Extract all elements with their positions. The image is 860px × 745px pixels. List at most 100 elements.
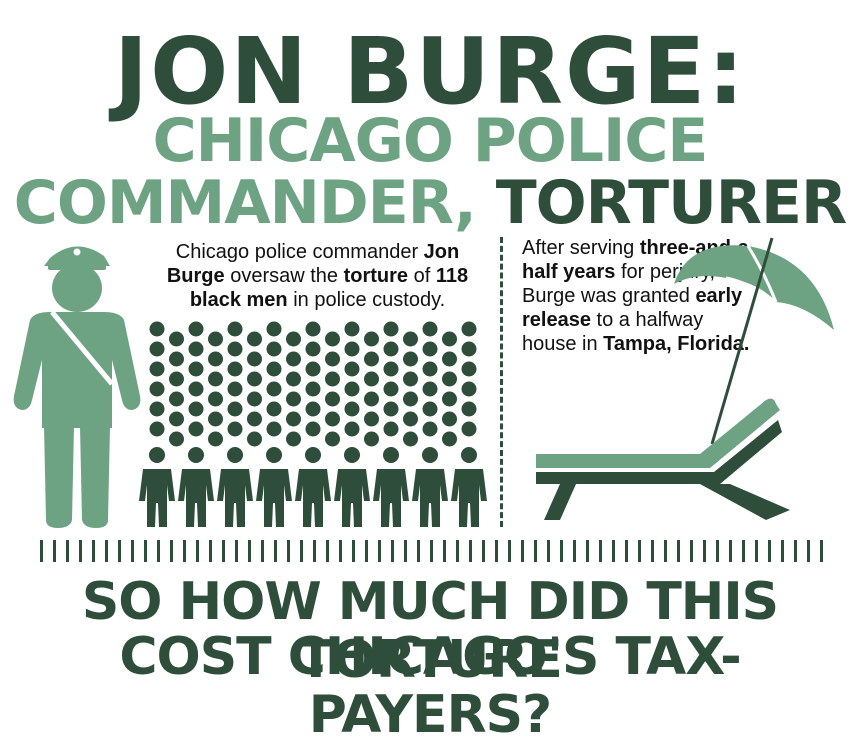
- person-figure: [178, 447, 214, 527]
- person-figure: [256, 447, 292, 527]
- person-dot: [208, 391, 223, 407]
- person-dot: [422, 421, 438, 437]
- person-dot: [344, 341, 360, 357]
- right-text-bold-release: early release: [522, 285, 743, 331]
- person-dot: [403, 431, 418, 447]
- person-dot: [188, 421, 204, 437]
- beach-umbrella-icon: [674, 237, 834, 445]
- person-dot: [227, 361, 243, 377]
- person-dot: [383, 361, 399, 377]
- person-dot: [403, 371, 418, 387]
- person-dot: [344, 401, 360, 417]
- person-figure: [139, 447, 175, 527]
- person-dot: [364, 411, 379, 427]
- person-dot: [286, 431, 301, 447]
- person-dot: [266, 401, 282, 417]
- person-dot: [461, 401, 477, 417]
- person-dot: [383, 421, 399, 437]
- person-dot: [383, 401, 399, 417]
- subtitle-commander: COMMANDER,: [13, 168, 477, 238]
- person-dot: [188, 381, 204, 397]
- person-dot: [364, 431, 379, 447]
- person-dot: [247, 391, 262, 407]
- tick-divider: [40, 540, 830, 562]
- person-dot: [403, 351, 418, 367]
- left-text-bold-count: 118 black men: [189, 265, 469, 311]
- person-dot: [422, 381, 438, 397]
- person-dot: [188, 341, 204, 357]
- person-dot: [227, 381, 243, 397]
- left-text-part-4: in police custody.: [287, 289, 446, 311]
- person-dot: [169, 431, 184, 447]
- person-dot: [169, 331, 184, 347]
- person-dot: [422, 341, 438, 357]
- person-dot: [344, 361, 360, 377]
- bottom-question-line-2: COST CHICAGO'S TAX-PAYERS?: [119, 627, 741, 745]
- right-text-bold-place: Tampa, Florida.: [603, 333, 750, 355]
- person-dot: [383, 381, 399, 397]
- person-dot: [442, 411, 457, 427]
- subtitle-line-1: CHICAGO POLICE: [152, 106, 709, 176]
- person-dot: [208, 411, 223, 427]
- subtitle-line-2: COMMANDER, TORTURER: [0, 172, 860, 234]
- person-dot: [247, 351, 262, 367]
- left-text-part-2: oversaw the: [224, 265, 344, 287]
- person-dot: [149, 421, 165, 437]
- person-dot: [266, 421, 282, 437]
- burge-description: Chicago police commander Jon Burge overs…: [145, 240, 490, 312]
- person-dot: [461, 341, 477, 357]
- person-dot: [383, 321, 399, 337]
- person-dot: [442, 351, 457, 367]
- person-dot: [266, 381, 282, 397]
- left-text-bold-name: Jon Burge: [166, 241, 460, 287]
- main-title: JON BURGE:: [113, 18, 747, 125]
- person-dot: [227, 341, 243, 357]
- lounge-chair-icon: [536, 398, 790, 520]
- person-dot: [247, 431, 262, 447]
- person-dot: [286, 371, 301, 387]
- person-dot: [305, 341, 321, 357]
- person-dot: [403, 411, 418, 427]
- person-dot: [149, 341, 165, 357]
- person-dot: [227, 401, 243, 417]
- person-dot: [286, 351, 301, 367]
- person-figure: [217, 447, 253, 527]
- person-dot: [188, 361, 204, 377]
- person-dot: [461, 381, 477, 397]
- person-figure: [451, 447, 487, 527]
- person-dot: [403, 391, 418, 407]
- person-dot: [305, 361, 321, 377]
- person-dot: [422, 361, 438, 377]
- person-dot: [325, 331, 340, 347]
- left-text-part-3: of: [408, 265, 436, 287]
- person-dot: [169, 351, 184, 367]
- person-dot: [364, 391, 379, 407]
- person-dot: [149, 381, 165, 397]
- person-dot: [442, 331, 457, 347]
- person-dot: [208, 351, 223, 367]
- person-dot: [442, 391, 457, 407]
- release-description: After serving three-and-a-half years for…: [522, 236, 762, 356]
- right-text-part-3: to a halfway house in: [522, 309, 704, 355]
- person-dot: [227, 321, 243, 337]
- divider-dashed: [500, 237, 503, 527]
- right-text-part-1: After serving: [522, 237, 640, 259]
- person-dot: [403, 331, 418, 347]
- person-dot: [169, 371, 184, 387]
- person-dot: [461, 321, 477, 337]
- person-dot: [305, 321, 321, 337]
- person-dot: [325, 431, 340, 447]
- person-figure: [373, 447, 409, 527]
- person-dot: [266, 321, 282, 337]
- person-figure: [295, 447, 331, 527]
- person-dot: [325, 411, 340, 427]
- person-dot: [286, 391, 301, 407]
- person-dot: [364, 371, 379, 387]
- person-dot: [149, 361, 165, 377]
- person-dot: [227, 421, 243, 437]
- person-dot: [344, 421, 360, 437]
- person-dot: [442, 371, 457, 387]
- person-figure: [334, 447, 370, 527]
- person-dot: [383, 341, 399, 357]
- person-dot: [364, 351, 379, 367]
